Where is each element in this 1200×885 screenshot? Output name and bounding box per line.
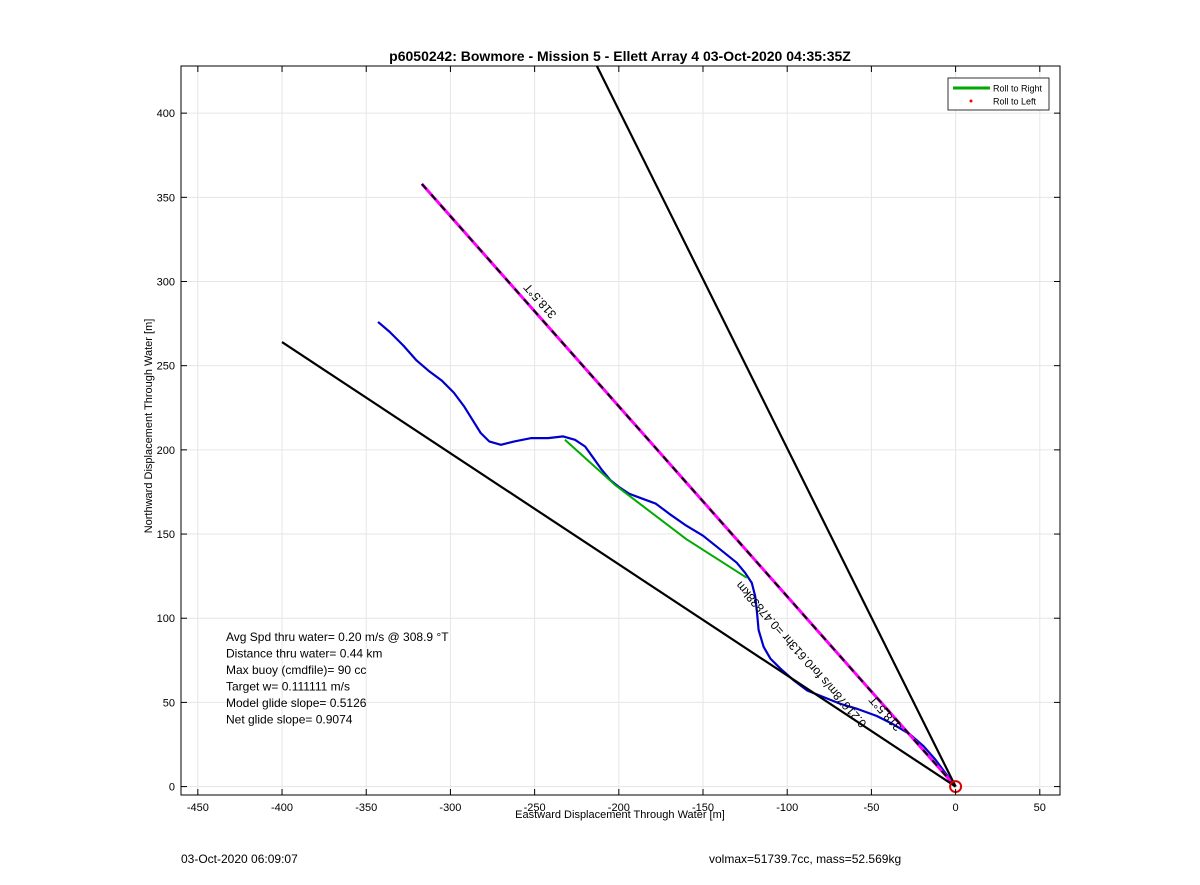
stats-line: Target w= 0.111111 m/s	[226, 680, 350, 694]
y-tick-label: 350	[157, 192, 175, 204]
x-tick-label: -150	[692, 802, 714, 814]
heading-annotation: 0.21678m/s for0.613hr =0.47838km	[733, 579, 870, 731]
stats-line: Model glide slope= 0.5126	[226, 696, 367, 710]
x-tick-label: -300	[439, 802, 461, 814]
legend-label: Roll to Left	[993, 97, 1037, 107]
stats-block: Avg Spd thru water= 0.20 m/s @ 308.9 °T D…	[226, 630, 449, 727]
x-tick-label: -350	[355, 802, 377, 814]
stats-line: Max buoy (cmdfile)= 90 cc	[226, 663, 366, 677]
series-clipped	[281, 66, 957, 788]
stats-line: Distance thru water= 0.44 km	[226, 647, 382, 661]
y-tick-label: 400	[157, 108, 175, 120]
stats-line: Net glide slope= 0.9074	[226, 713, 353, 727]
stats-line: Avg Spd thru water= 0.20 m/s @ 308.9 °T	[226, 630, 449, 644]
y-tick-label: 300	[157, 277, 175, 289]
x-tick-label: -450	[187, 802, 209, 814]
y-tick-label: 200	[157, 445, 175, 457]
target-heading-line	[420, 182, 957, 788]
bound-line	[595, 66, 957, 788]
footer-mass-info: volmax=51739.7cc, mass=52.569kg	[709, 852, 902, 866]
x-axis-label: Eastward Displacement Through Water [m]	[515, 809, 725, 821]
glider-track-line	[377, 321, 957, 788]
y-tick-label: 50	[163, 697, 175, 709]
roll-right-line	[564, 439, 748, 579]
y-axis-label: Northward Displacement Through Water [m]	[143, 319, 155, 534]
y-tick-label: 250	[157, 361, 175, 373]
legend: Roll to Right Roll to Left	[947, 77, 1050, 111]
x-tick-label: -250	[524, 802, 546, 814]
bound-line	[281, 341, 957, 788]
y-tick-label: 100	[157, 613, 175, 625]
legend-dot-swatch	[969, 99, 973, 103]
series-layer	[281, 66, 963, 794]
x-tick-label: -200	[608, 802, 630, 814]
legend-box	[947, 77, 1050, 111]
plot-area-frame	[180, 65, 1061, 796]
y-tick-label: 150	[157, 529, 175, 541]
legend-label: Roll to Right	[993, 84, 1043, 94]
axis-ticks: -450 -400 -350 -300 -250 -200 -150 -100 -50 0 50 0 5…	[157, 66, 1060, 814]
x-tick-label: -100	[776, 802, 798, 814]
footer-date: 03-Oct-2020 06:09:07	[181, 852, 298, 866]
chart-title: p6050242: Bowmore - Mission 5 - Ellett A…	[389, 48, 851, 64]
x-tick-label: -400	[271, 802, 293, 814]
x-tick-label: -50	[863, 802, 879, 814]
x-tick-label: 50	[1034, 802, 1046, 814]
y-tick-label: 0	[169, 782, 175, 794]
x-tick-label: 0	[953, 802, 959, 814]
